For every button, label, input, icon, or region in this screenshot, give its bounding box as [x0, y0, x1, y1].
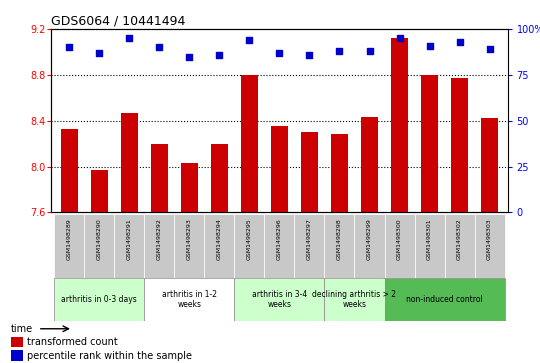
Point	[95, 50, 104, 56]
Bar	[294, 214, 325, 278]
Text: arthritis in 3-4
weeks: arthritis in 3-4 weeks	[252, 290, 307, 309]
Text: percentile rank within the sample: percentile rank within the sample	[27, 351, 192, 361]
Text: transformed count: transformed count	[27, 337, 118, 347]
Text: GSM1498294: GSM1498294	[217, 218, 222, 260]
Bar	[55, 278, 144, 321]
Bar	[475, 214, 504, 278]
Point	[65, 45, 73, 50]
Text: GSM1498290: GSM1498290	[97, 218, 102, 260]
Text: GDS6064 / 10441494: GDS6064 / 10441494	[51, 15, 186, 28]
Text: GSM1498303: GSM1498303	[487, 218, 492, 260]
Point	[185, 54, 194, 60]
Bar	[271, 126, 288, 212]
Bar	[205, 214, 234, 278]
Point	[365, 48, 374, 54]
Bar	[151, 144, 167, 212]
Bar	[265, 214, 294, 278]
Text: GSM1498292: GSM1498292	[157, 218, 162, 260]
Text: declining arthritis > 2
weeks: declining arthritis > 2 weeks	[313, 290, 396, 309]
Bar	[331, 134, 348, 212]
Bar	[11, 337, 23, 347]
Text: GSM1498293: GSM1498293	[187, 218, 192, 260]
Bar	[325, 278, 384, 321]
Bar	[481, 118, 498, 212]
Bar	[325, 214, 354, 278]
Point	[275, 50, 284, 56]
Bar	[384, 278, 504, 321]
Point	[125, 35, 134, 41]
Text: GSM1498300: GSM1498300	[397, 218, 402, 260]
Text: GSM1498298: GSM1498298	[337, 218, 342, 260]
Bar	[55, 214, 84, 278]
Bar	[392, 38, 408, 212]
Text: arthritis in 1-2
weeks: arthritis in 1-2 weeks	[162, 290, 217, 309]
Bar	[384, 214, 415, 278]
Bar	[114, 214, 144, 278]
Text: GSM1498297: GSM1498297	[307, 218, 312, 260]
Bar	[174, 214, 205, 278]
Text: GSM1498299: GSM1498299	[367, 218, 372, 260]
Bar	[144, 214, 174, 278]
Point	[215, 52, 224, 58]
Point	[245, 37, 254, 43]
Text: arthritis in 0-3 days: arthritis in 0-3 days	[62, 295, 137, 304]
Point	[305, 52, 314, 58]
Bar	[11, 351, 23, 361]
Bar	[354, 214, 384, 278]
Point	[155, 45, 164, 50]
Text: GSM1498289: GSM1498289	[67, 218, 72, 260]
Bar	[444, 214, 475, 278]
Text: GSM1498296: GSM1498296	[277, 218, 282, 260]
Bar	[91, 170, 107, 212]
Bar	[84, 214, 114, 278]
Bar	[234, 214, 265, 278]
Text: GSM1498291: GSM1498291	[127, 218, 132, 260]
Bar	[211, 144, 228, 212]
Point	[455, 39, 464, 45]
Text: non-induced control: non-induced control	[406, 295, 483, 304]
Bar	[234, 278, 325, 321]
Bar	[144, 278, 234, 321]
Bar	[301, 132, 318, 212]
Point	[425, 42, 434, 48]
Bar	[181, 163, 198, 212]
Bar	[415, 214, 444, 278]
Bar	[421, 75, 438, 212]
Text: GSM1498302: GSM1498302	[457, 218, 462, 260]
Bar	[121, 113, 138, 212]
Text: GSM1498295: GSM1498295	[247, 218, 252, 260]
Bar	[361, 117, 378, 212]
Text: GSM1498301: GSM1498301	[427, 218, 432, 260]
Bar	[451, 78, 468, 212]
Point	[485, 46, 494, 52]
Bar	[241, 75, 258, 212]
Bar	[61, 129, 78, 212]
Text: time: time	[11, 324, 33, 334]
Point	[335, 48, 344, 54]
Point	[395, 35, 404, 41]
